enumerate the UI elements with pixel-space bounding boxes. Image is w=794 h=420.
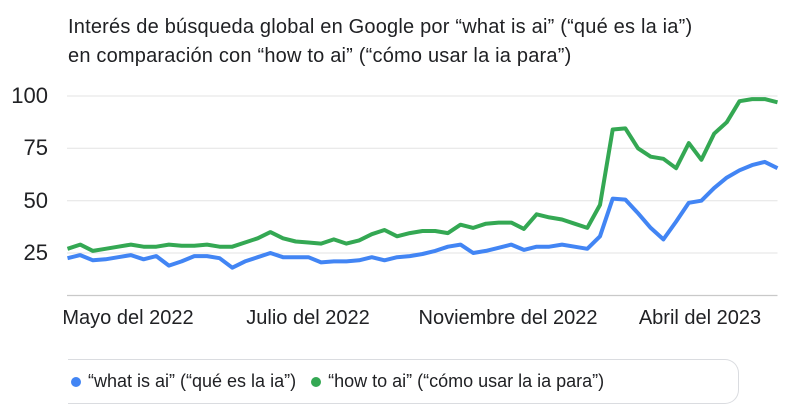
chart-title: Interés de búsqueda global en Google por…: [68, 13, 692, 71]
what-is-ai-line: [67, 159, 779, 270]
legend-dot-how-to-ai-icon: [311, 376, 322, 387]
legend-item-how-to-ai: “how to ai” (“cómo usar la ia para”): [311, 371, 604, 392]
chart-title-line1: Interés de búsqueda global en Google por…: [68, 16, 693, 38]
chart-title-line2: en comparación con “how to ai” (“cómo us…: [68, 45, 572, 67]
legend-label-what-is-ai: “what is ai” (“qué es la ia”): [88, 371, 297, 391]
x-axis-label-3: Abril del 2023: [638, 307, 762, 329]
y-axis-label-50: 50: [23, 187, 48, 213]
x-axis-label-0: Mayo del 2022: [62, 307, 194, 329]
y-axis-label-25: 25: [23, 240, 48, 265]
y-axis-label-100: 100: [11, 83, 48, 108]
legend-dot-what-is-ai-icon: [71, 376, 81, 387]
x-axis-label-1: Julio del 2022: [246, 307, 370, 329]
how-to-ai-line: [66, 97, 778, 253]
legend-label-how-to-ai: “how to ai” (“cómo usar la ia para”): [328, 371, 605, 391]
legend: “what is ai” (“qué es la ia”) “how to ai…: [68, 359, 739, 404]
x-axis-label-2: Noviembre del 2022: [418, 307, 598, 329]
legend-item-what-is-ai: “what is ai” (“qué es la ia”): [71, 371, 296, 392]
y-axis-label-75: 75: [23, 135, 48, 161]
